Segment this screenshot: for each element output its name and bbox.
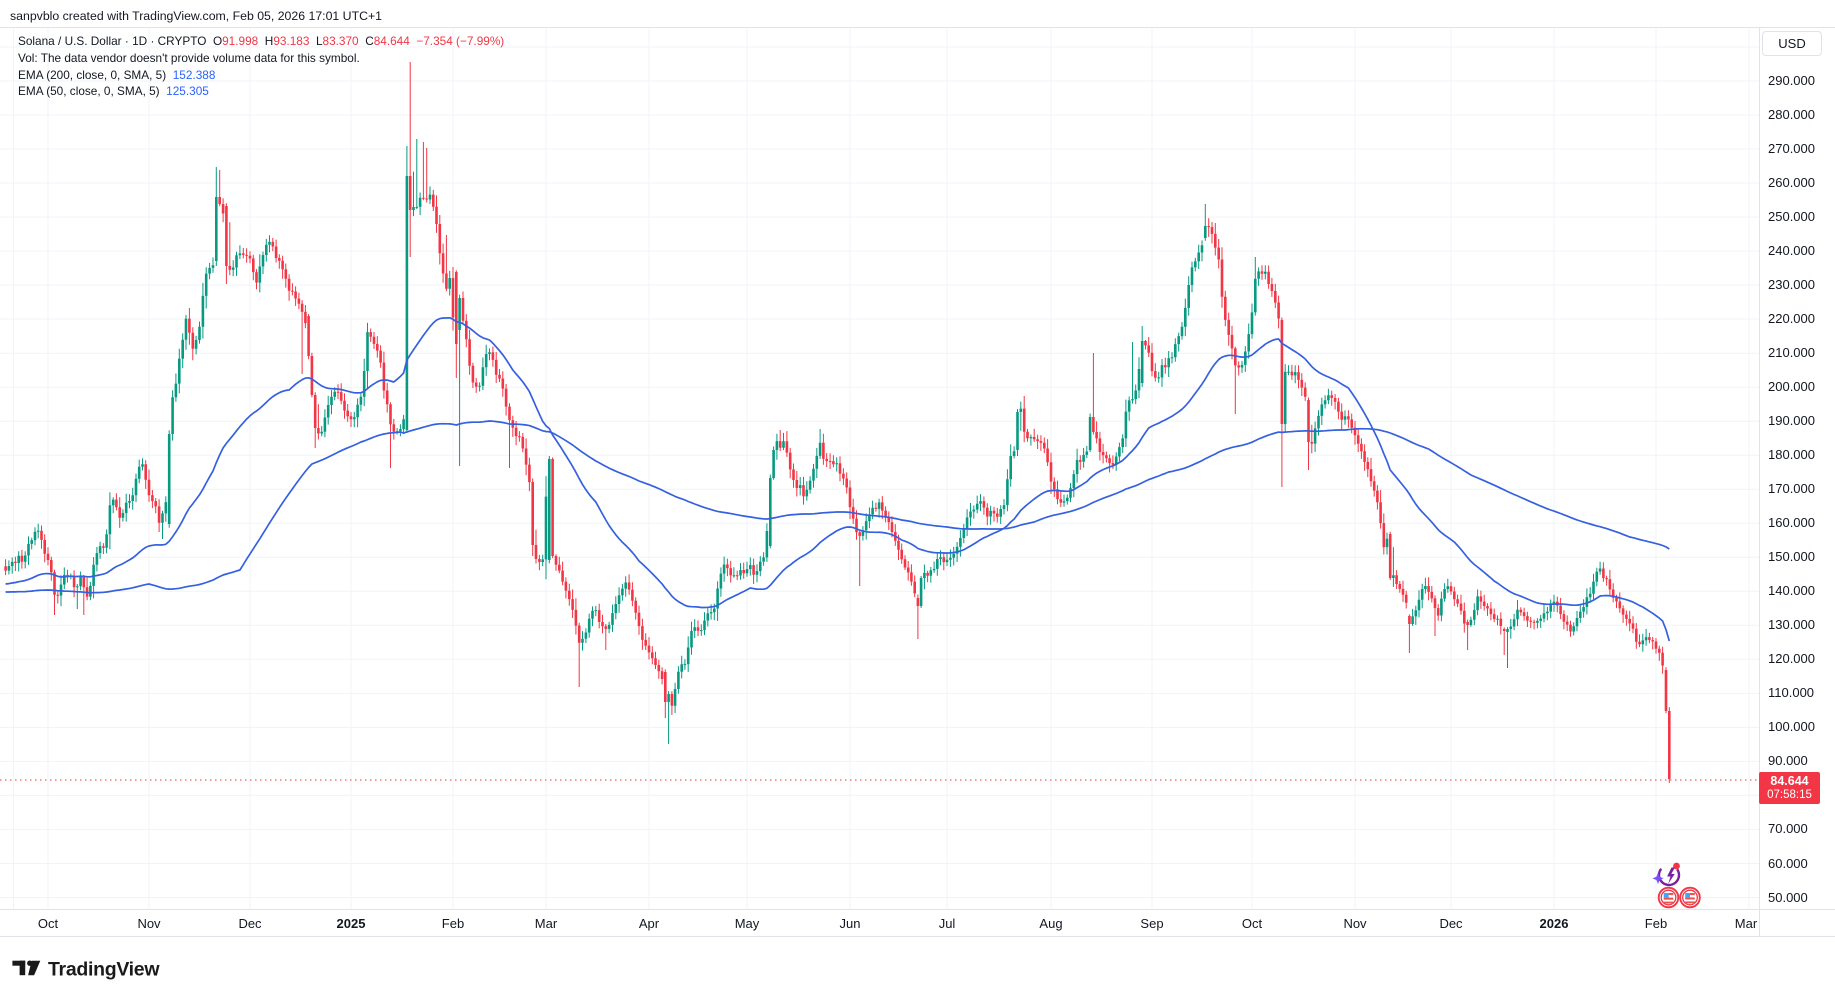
svg-text:TradingView: TradingView: [48, 959, 160, 981]
